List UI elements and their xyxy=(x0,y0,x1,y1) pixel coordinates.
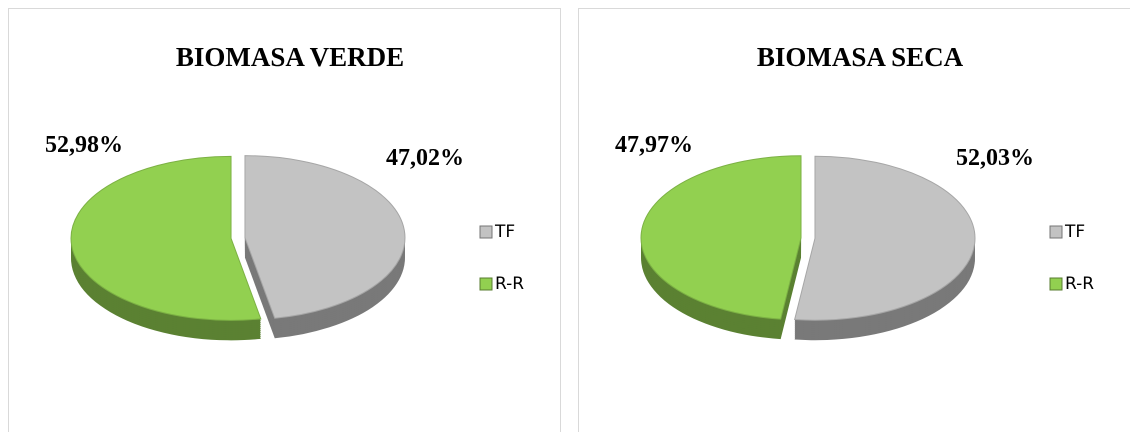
legend-swatch xyxy=(479,225,493,239)
pie-slice xyxy=(640,155,802,320)
pie-slice xyxy=(794,155,976,321)
pie-slice xyxy=(244,155,406,319)
legend-swatch xyxy=(479,277,493,291)
legend-label: TF xyxy=(1064,222,1085,242)
legend-label: R-R xyxy=(495,274,524,294)
legend-label: TF xyxy=(494,222,515,242)
chart-title: BIOMASA SECA xyxy=(757,42,964,72)
data-label: 47,02% xyxy=(386,145,464,171)
pie-slice xyxy=(70,155,262,321)
chart-title: BIOMASA VERDE xyxy=(176,42,404,72)
data-label: 52,03% xyxy=(956,145,1034,171)
chart-panel: BIOMASA VERDE 47,02% 52,98% TF R-R xyxy=(8,8,561,432)
legend-swatch xyxy=(1049,277,1063,291)
data-label: 47,97% xyxy=(615,132,693,158)
legend-label: R-R xyxy=(1065,274,1094,294)
chart-panel: BIOMASA SECA 52,03% 47,97% TF R-R xyxy=(578,8,1130,432)
data-label: 52,98% xyxy=(45,132,123,158)
legend-swatch xyxy=(1049,225,1063,239)
